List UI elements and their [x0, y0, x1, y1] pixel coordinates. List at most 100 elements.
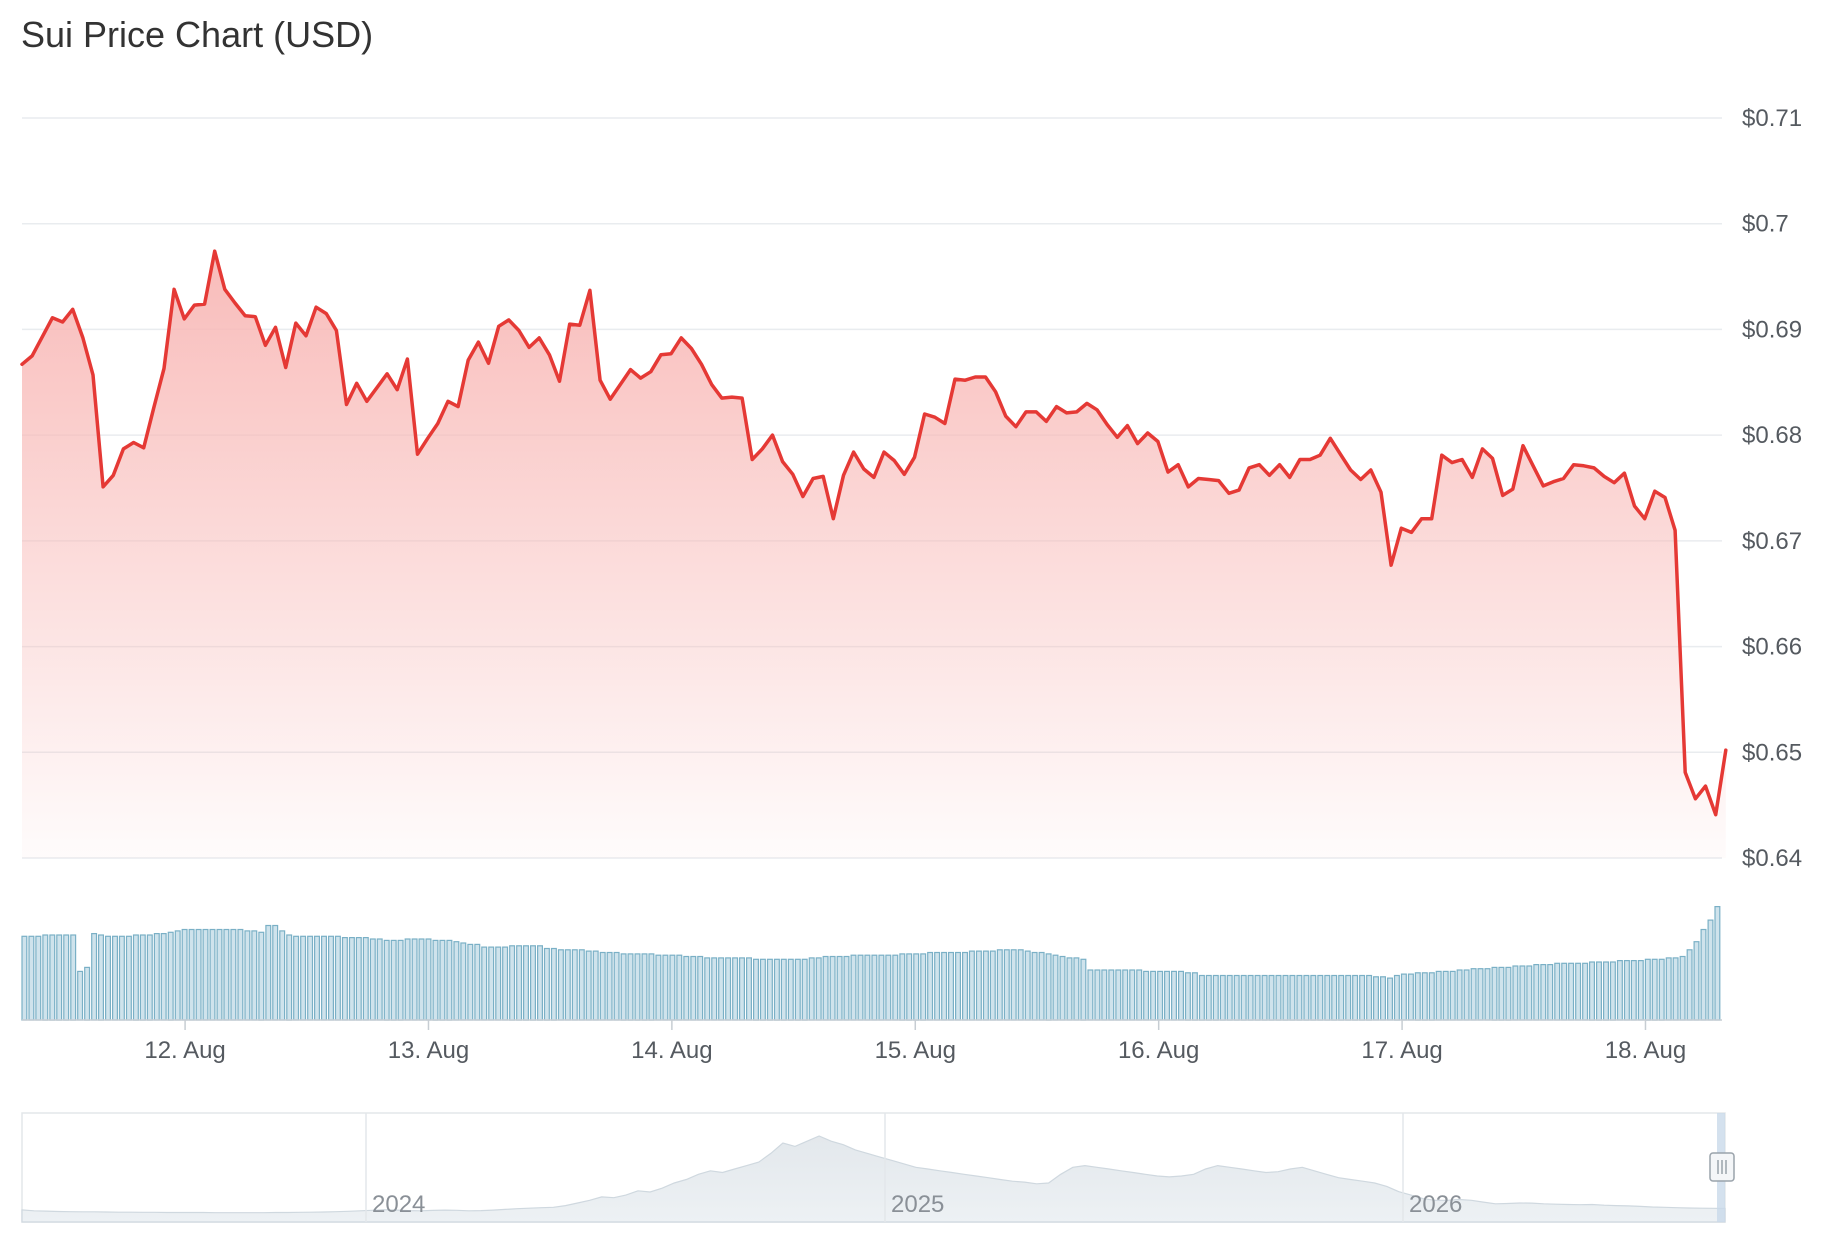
volume-bar: [1059, 955, 1066, 1021]
volume-bar: [223, 928, 230, 1021]
volume-bar: [1540, 963, 1547, 1021]
volume-bar: [1630, 959, 1637, 1021]
volume-bar: [244, 930, 251, 1021]
volume-bar: [1282, 974, 1289, 1021]
volume-bar: [230, 928, 237, 1021]
navigator[interactable]: 2024 2025 2026: [21, 1112, 1735, 1223]
volume-bar: [146, 934, 153, 1021]
volume-bar: [355, 936, 362, 1021]
volume-bar: [369, 938, 376, 1021]
volume-bar: [1122, 969, 1129, 1021]
volume-bar: [1240, 974, 1247, 1021]
volume-bar: [1505, 966, 1512, 1021]
volume-bar: [153, 932, 160, 1021]
volume-bar: [718, 957, 725, 1021]
y-tick-label: $0.68: [1742, 422, 1802, 449]
volume-bar: [732, 957, 739, 1021]
volume-bar: [125, 935, 132, 1021]
volume-bar: [1338, 974, 1345, 1021]
volume-bar: [954, 951, 961, 1021]
y-tick-label: $0.69: [1742, 316, 1802, 343]
volume-bar: [662, 954, 669, 1021]
volume-bar: [1407, 973, 1414, 1021]
volume-bar: [181, 928, 188, 1021]
volume-bar: [1031, 951, 1038, 1021]
volume-bar: [1087, 969, 1094, 1021]
volume-bar: [1226, 974, 1233, 1021]
volume-bar: [1400, 973, 1407, 1021]
volume-bar: [871, 954, 878, 1021]
volume-bar: [509, 945, 516, 1021]
volume-bar: [850, 954, 857, 1021]
volume-bar: [1052, 954, 1059, 1021]
volume-bar: [1672, 957, 1679, 1021]
volume-bar: [704, 957, 711, 1021]
volume-bar: [84, 966, 91, 1021]
volume-bar: [42, 934, 49, 1021]
x-tick-label: 18. Aug: [1605, 1037, 1686, 1064]
volume-bar: [334, 935, 341, 1021]
volume-bar: [1582, 962, 1589, 1021]
volume-bar: [878, 954, 885, 1021]
volume-bar: [1568, 962, 1575, 1021]
volume-bar: [1331, 974, 1338, 1021]
volume-bar: [947, 951, 954, 1021]
volume-bar: [1665, 957, 1672, 1021]
volume-bar: [843, 955, 850, 1021]
volume-bar: [474, 943, 481, 1021]
volume-bar: [237, 928, 244, 1021]
volume-bar: [641, 953, 648, 1021]
volume-bar: [265, 924, 272, 1021]
volume-bar: [864, 954, 871, 1021]
volume-bar: [1094, 969, 1101, 1021]
volume-bar: [1421, 972, 1428, 1021]
volume-bar: [1345, 974, 1352, 1021]
volume-bar: [620, 953, 627, 1021]
y-tick-label: $0.67: [1742, 528, 1802, 555]
price-line-group[interactable]: [20, 249, 1728, 817]
volume-bar: [725, 957, 732, 1021]
volume-bar: [1233, 974, 1240, 1021]
volume-bar: [495, 946, 502, 1021]
volume-bar: [941, 951, 948, 1021]
price-line[interactable]: [20, 249, 1728, 817]
volume-bar: [195, 928, 202, 1021]
volume-bar: [1080, 958, 1087, 1021]
volume-bar: [111, 935, 118, 1021]
volume-bar: [1658, 958, 1665, 1021]
volume-bar: [1115, 969, 1122, 1021]
volume-bar: [920, 953, 927, 1021]
volume-bar: [1561, 962, 1568, 1021]
volume-bar: [787, 958, 794, 1021]
volume-bar: [627, 953, 634, 1021]
volume-bar: [829, 955, 836, 1021]
navigator-series: [21, 1135, 1726, 1223]
volume-bar: [216, 928, 223, 1021]
volume-bar: [1442, 970, 1449, 1021]
volume-bar: [1616, 959, 1623, 1021]
volume-bar: [892, 954, 899, 1021]
volume-bar: [1519, 965, 1526, 1021]
volume-bar: [780, 958, 787, 1021]
volume-bar: [808, 957, 815, 1021]
volume-bar: [91, 932, 98, 1021]
volume-bar: [1547, 963, 1554, 1021]
volume-bar: [822, 955, 829, 1021]
volume-bar: [1491, 966, 1498, 1021]
volume-bar: [167, 931, 174, 1021]
volume-bar: [543, 947, 550, 1021]
volume-bar: [550, 947, 557, 1021]
volume-bar: [1428, 972, 1435, 1021]
volume-bar: [1038, 951, 1045, 1021]
volume-bar: [139, 934, 146, 1021]
volume-bar: [1693, 941, 1700, 1021]
volume-bar: [738, 957, 745, 1021]
volume-bar: [1449, 970, 1456, 1021]
volume-bar: [634, 953, 641, 1021]
volume-bar: [1359, 974, 1366, 1021]
volume-bar: [1184, 972, 1191, 1021]
volume-bar: [1644, 958, 1651, 1021]
volume-bar: [1170, 970, 1177, 1021]
volume-bar: [1366, 974, 1373, 1021]
